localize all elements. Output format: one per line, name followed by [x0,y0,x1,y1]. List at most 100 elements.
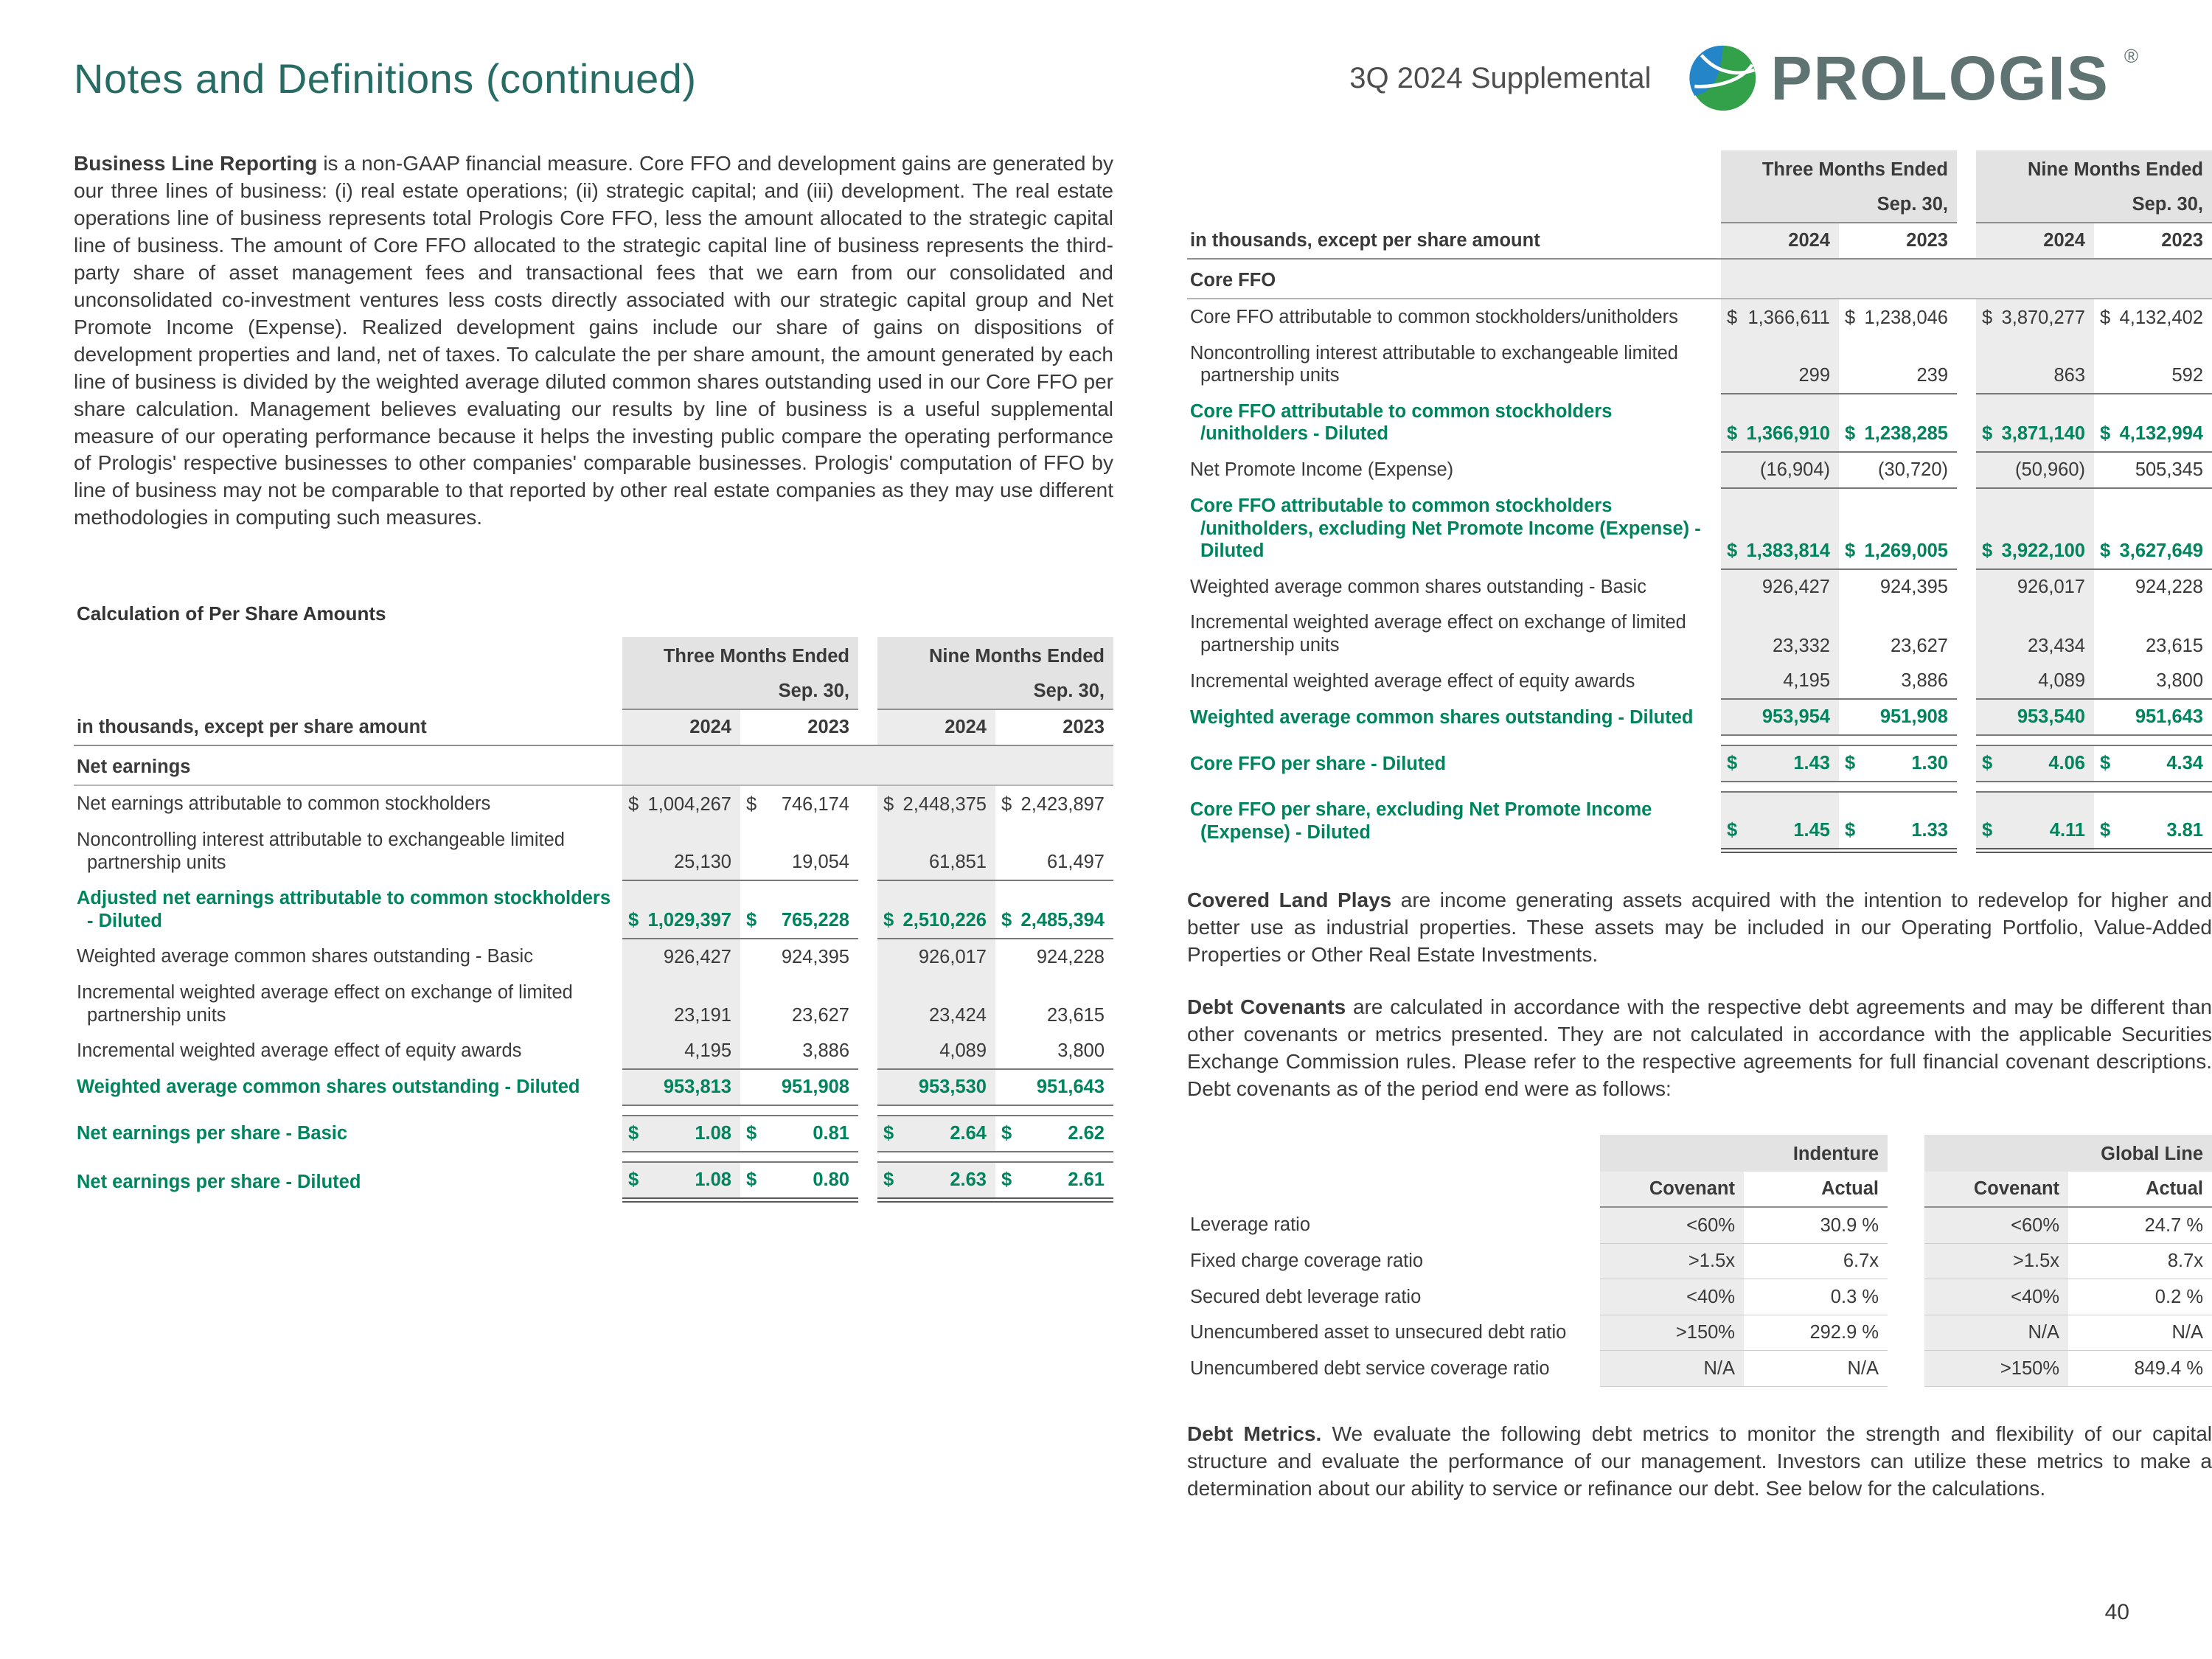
period-group-header: Nine Months Ended [877,637,1113,675]
cell-value: 849.4 % [2068,1350,2212,1387]
section-fill [1721,259,2212,299]
column-gap [858,674,877,709]
amount: 1,269,005 [1864,540,1948,561]
covered-land-text: are income generating assets acquired wi… [1187,888,2212,966]
column-gap [1957,223,1976,260]
per-share-table-caption: Calculation of Per Share Amounts [77,602,386,625]
money-cell: $1,366,611 [1727,307,1830,329]
money-cell: $3,870,277 [1982,307,2085,329]
money-cell: $4.11 [1982,820,2085,841]
row-label: Secured debt leverage ratio [1190,1286,1422,1307]
cell-value: 505,345 [2135,459,2203,480]
cell-value: $1.08 [622,1161,740,1203]
column-gap [1957,452,1976,488]
cell-value: 3,800 [1057,1040,1105,1061]
cell-value: $1.33 [1839,791,1957,853]
cell-value: 23,627 [792,1005,849,1026]
amount: 3,870,277 [2001,307,2085,328]
row-label: Net earnings per share - Basic [77,1123,348,1144]
money-cell: $1,029,397 [628,910,731,931]
column-gap [1888,1315,1924,1351]
cell-value: N/A [2068,1315,2212,1352]
dollar-sign: $ [1845,422,1856,444]
column-gap [1957,605,1976,663]
table-row: Core FFO per share - Diluted $1.43 $1.30 $4… [1187,745,2212,783]
column-gap [858,822,877,880]
registered-mark: ® [2124,44,2138,67]
column-gap [858,880,877,939]
amount: 2.64 [950,1122,987,1144]
amount: 3.81 [2166,819,2203,841]
cell-value: $2.63 [877,1161,995,1203]
money-cell: $1.33 [1845,820,1948,841]
table-row: Sep. 30, Sep. 30, [74,674,1113,711]
column-gap [1888,1243,1924,1279]
money-cell: $1.43 [1727,753,1830,774]
table-row: Adjusted net earnings attributable to co… [74,880,1113,940]
spacer-row [1187,782,2212,792]
column-gap [1957,745,1976,782]
cell-value: 951,643 [2094,698,2212,737]
page-header: Notes and Definitions (continued) 3Q 202… [74,44,2138,112]
dollar-sign: $ [746,910,757,931]
debt-covenants-lead: Debt Covenants [1187,995,1346,1018]
table-row: Weighted average common shares outstandi… [74,939,1113,975]
left-column: Business Line Reporting is a non-GAAP fi… [74,150,1113,1203]
cell-value: $2,448,375 [877,785,995,822]
dollar-sign: $ [1001,1169,1012,1190]
cell-value: >150% [1924,1350,2069,1387]
cell-value: 4,195 [684,1040,731,1061]
year-header: 2023 [740,709,858,747]
business-line-lead: Business Line Reporting [74,152,318,175]
amount: 1,004,267 [647,793,731,815]
cell-value: 953,954 [1721,698,1839,737]
per-share-table: Three Months Ended Nine Months Ended Sep… [74,637,1113,1203]
column-gap [858,1069,877,1105]
row-label: Net earnings per share - Diluted [77,1171,361,1192]
cell-value: $0.81 [740,1114,858,1152]
money-cell: $1.30 [1845,753,1948,774]
cell-value: $1,004,267 [622,785,740,822]
dollar-sign: $ [628,1122,639,1144]
dollar-sign: $ [883,910,894,931]
row-label: Net Promote Income (Expense) [1190,459,1454,481]
table-row: Covenant Actual Covenant Actual [1187,1172,2212,1208]
empty-cell [1187,1135,1600,1172]
cell-value: N/A [1744,1350,1888,1387]
column-gap [1957,699,1976,735]
amount: 1,029,397 [647,910,731,931]
cell-value: $1.08 [622,1114,740,1152]
cell-value: $4,132,994 [2094,392,2212,453]
cell-value: 8.7x [2068,1243,2212,1280]
dollar-sign: $ [1727,753,1738,774]
prologis-wordmark: PROLOGIS [1770,44,2110,113]
dollar-sign: $ [1982,422,1993,444]
money-cell: $1,004,267 [628,794,731,815]
row-label: Adjusted net earnings attributable to co… [77,888,611,931]
money-cell: $4,132,402 [2100,307,2203,329]
year-header: 2023 [1839,223,1957,260]
table-row: Unencumbered asset to unsecured debt rat… [1187,1315,2212,1352]
spacer-cell [74,1152,1113,1162]
period-group-header: Nine Months Ended [1976,150,2212,187]
cell-value: 24.7 % [2068,1207,2212,1244]
section-header: Net earnings [74,745,622,787]
amount: 4.11 [2049,819,2085,841]
amount: 1,366,611 [1747,307,1830,328]
table-row: Incremental weighted average effect of e… [1187,664,2212,700]
empty-cell [74,637,622,674]
column-gap [1957,299,1976,335]
dollar-sign: $ [883,793,894,815]
money-cell: $1,238,046 [1845,307,1948,329]
column-gap [858,939,877,975]
covenant-group-header: Global Line [1924,1135,2212,1172]
row-label: Net earnings attributable to common stoc… [77,793,491,815]
cell-value: $3,922,100 [1976,487,2094,570]
money-cell: $3,922,100 [1982,540,2085,562]
date-header: Sep. 30, [877,674,1113,711]
dollar-sign: $ [1727,819,1738,841]
debt-covenants-table: Indenture Global Line Covenant Actual Co… [1187,1135,2212,1387]
supplemental-label: 3Q 2024 Supplemental [1349,61,1652,94]
cell-value: 4,089 [2038,670,2085,692]
cell-value: $3.81 [2094,791,2212,853]
